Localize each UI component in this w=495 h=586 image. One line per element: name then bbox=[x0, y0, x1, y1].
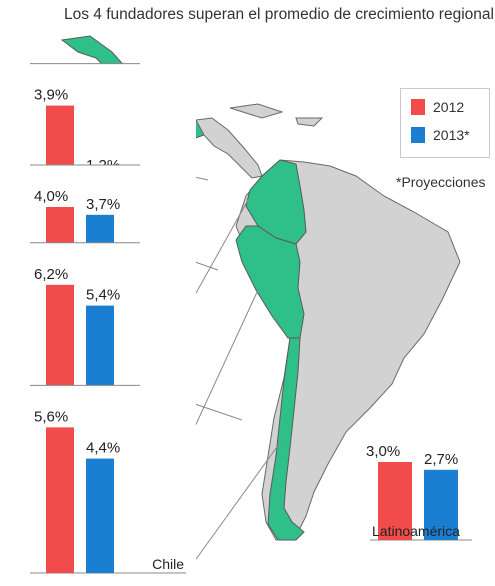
value-label-2012-cat-4: 3,0% bbox=[366, 443, 400, 460]
bar-2012-cat-3 bbox=[46, 427, 74, 573]
connector-cat-1 bbox=[185, 199, 249, 312]
legend-swatch-2013 bbox=[411, 127, 425, 143]
category-label-cat-3: Chile bbox=[152, 556, 184, 572]
value-label-2013-cat-2: 5,4% bbox=[86, 287, 120, 304]
latin-america-map bbox=[60, 35, 461, 541]
value-label-2012-cat-0: 3,9% bbox=[34, 87, 68, 104]
bars-layer: 3,9%1,2%México4,0%3,7%Colombia6,2%5,4%Pe… bbox=[30, 63, 472, 574]
chile-shape bbox=[267, 337, 305, 541]
peru-shape bbox=[235, 225, 305, 339]
bar-2013-cat-4 bbox=[424, 469, 458, 540]
value-label-2012-cat-3: 5,6% bbox=[34, 408, 68, 425]
legend-label-2013: 2013* bbox=[433, 127, 470, 143]
legend-swatch-2012 bbox=[411, 99, 425, 115]
connector-cat-2 bbox=[185, 289, 259, 447]
value-label-2013-cat-3: 4,4% bbox=[86, 440, 120, 457]
value-label-2013-cat-1: 3,7% bbox=[86, 196, 120, 213]
bar-2012-cat-4 bbox=[378, 462, 412, 540]
chart-title: Los 4 fundadores superan el promedio de … bbox=[64, 6, 494, 23]
legend-item-2013: 2013* bbox=[411, 127, 470, 143]
bar-2013-cat-3 bbox=[86, 458, 114, 573]
value-label-2012-cat-1: 4,0% bbox=[34, 188, 68, 205]
category-label-cat-4: Latinoamérica bbox=[372, 523, 460, 539]
legend-item-2012: 2012 bbox=[411, 99, 464, 115]
connector-cat-3 bbox=[185, 439, 283, 574]
legend-label-2012: 2012 bbox=[433, 99, 465, 115]
projection-note: *Proyecciones bbox=[396, 174, 486, 190]
value-label-2013-cat-4: 2,7% bbox=[424, 451, 458, 468]
value-label-2012-cat-2: 6,2% bbox=[34, 266, 68, 283]
legend: 2012 2013* bbox=[400, 88, 490, 158]
caribbean-islands bbox=[229, 103, 324, 127]
central-america-shape bbox=[195, 117, 263, 179]
